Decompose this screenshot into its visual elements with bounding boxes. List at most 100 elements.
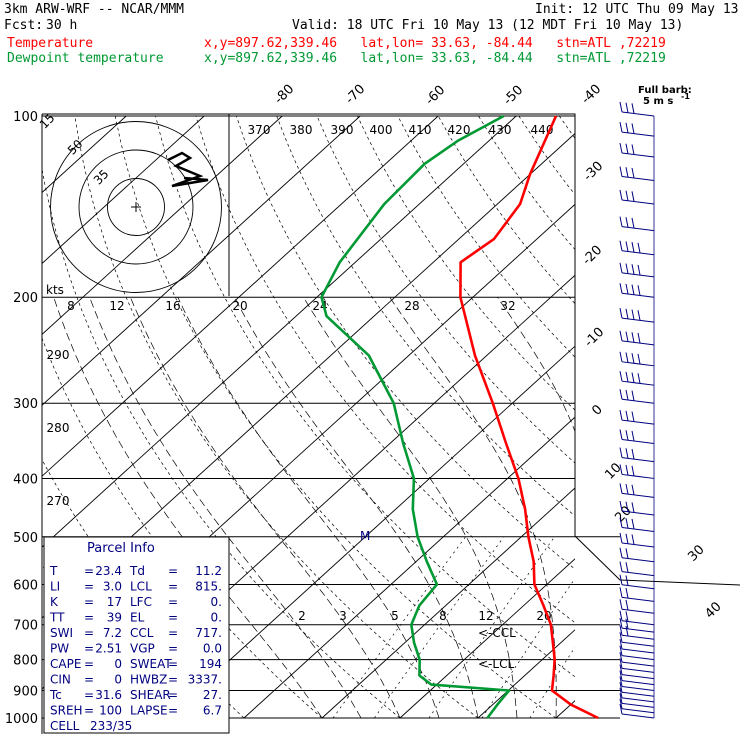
barb-flag: [631, 484, 635, 495]
barb-shaft: [621, 199, 655, 205]
barb-flag: [625, 430, 629, 441]
temperature-location: x,y=897.62,339.46 lat,lon= 33.63, -84.44…: [204, 36, 666, 51]
wind-barb: [619, 240, 655, 256]
mixing-ratio-line: [428, 536, 555, 719]
isotherm-line: [42, 115, 439, 477]
wind-barb: [619, 676, 655, 691]
isotherm-line: [42, 115, 205, 265]
isotherm-label: -70: [343, 82, 369, 108]
barb-shaft: [621, 627, 655, 633]
dry-adiabat: [195, 115, 575, 624]
barb-flag: [631, 284, 635, 295]
parcel-equals: =: [84, 611, 94, 625]
pressure-label-100: 100: [13, 110, 38, 125]
barb-flag: [619, 652, 623, 663]
barb-flag: [625, 217, 629, 228]
parcel-equals: =: [168, 642, 178, 656]
parcel-value: 100: [99, 704, 122, 718]
pressure-label-900: 900: [13, 684, 38, 699]
barb-shaft: [621, 584, 655, 590]
barb-flag: [631, 390, 635, 401]
wind-barb: [619, 682, 655, 697]
dry-adiabat: [559, 115, 575, 139]
barb-flag: [625, 167, 629, 178]
barb-flag: [625, 331, 629, 342]
parcel-equals: =: [168, 564, 178, 578]
parcel-key: LI: [50, 580, 60, 594]
moist-adiabat: [673, 297, 740, 718]
barb-flag: [625, 143, 629, 154]
mixing-ratio-label: 5: [391, 609, 399, 623]
parcel-value: 717.: [195, 626, 222, 640]
barb-flag: [625, 625, 629, 637]
mixing-ratio-line: [332, 536, 466, 719]
mixing-ratio-label: 12: [478, 609, 493, 623]
barb-shaft: [621, 292, 655, 298]
hodograph-ring: [50, 121, 222, 293]
mixing-ratio-line: [481, 577, 575, 719]
barb-shaft: [621, 702, 655, 708]
moist-adiabat: [303, 297, 518, 719]
barb-shaft: [621, 510, 655, 516]
isotherm-label: -20: [580, 243, 606, 269]
mixing-ratio-label: 32: [500, 299, 515, 313]
isotherm-line: [712, 116, 740, 718]
parcel-key: VGP: [130, 642, 155, 656]
barb-flag: [631, 144, 635, 155]
hodograph-units: kts: [46, 283, 64, 297]
dewpoint-location: x,y=897.62,339.46 lat,lon= 33.63, -84.44…: [204, 51, 666, 66]
parcel-value: 3.0: [103, 580, 122, 594]
parcel-key: PW: [50, 642, 69, 656]
parcel-equals: =: [84, 580, 94, 594]
barb-flag: [619, 308, 623, 319]
plot-frame: [42, 113, 576, 536]
barb-shaft: [621, 439, 655, 445]
barb-flag: [631, 430, 635, 442]
parcel-key: Tc: [49, 688, 62, 702]
barb-flag: [619, 166, 623, 177]
parcel-value: 0.: [211, 595, 222, 609]
barb-flag: [631, 264, 635, 275]
isotherm-line: [42, 115, 283, 335]
parcel-key: SREH: [50, 704, 83, 718]
barb-shaft: [621, 473, 655, 479]
wind-barb: [619, 517, 655, 532]
wind-barb: [619, 166, 655, 182]
barb-flag: [631, 167, 635, 179]
barb-flag: [625, 587, 629, 599]
pressure-label-200: 200: [13, 291, 38, 306]
full-barb-exponent: -1: [681, 92, 690, 101]
parcel-title: Parcel Info: [87, 541, 155, 556]
barb-flag: [631, 411, 635, 422]
wind-barb: [619, 389, 655, 404]
barb-shaft: [621, 608, 655, 614]
barb-shaft: [621, 680, 655, 686]
wind-barb: [619, 638, 655, 654]
pressure-label-600: 600: [13, 578, 38, 593]
wind-barb: [619, 351, 655, 367]
barb-flag: [619, 447, 623, 458]
wind-barb: [619, 687, 655, 703]
frame-diagonal: [574, 535, 740, 586]
isotherm-label: -50: [501, 83, 527, 109]
wind-barb: [619, 664, 655, 680]
wind-barb: [619, 658, 655, 673]
barb-flag: [625, 283, 629, 295]
barb-flag: [619, 122, 623, 133]
theta-label: 400: [370, 123, 393, 137]
barb-flag: [619, 625, 623, 636]
temperature-legend-label: Temperature: [7, 36, 94, 51]
barb-flag: [619, 517, 623, 528]
valid-time: Valid: 18 UTC Fri 10 May 13 (12 MDT Fri …: [292, 18, 684, 33]
level-annotation: <-LCL: [478, 657, 514, 671]
barb-shaft: [621, 648, 655, 654]
parcel-equals: =: [84, 657, 94, 671]
wind-barb: [619, 532, 655, 548]
parcel-value: 31.6: [95, 688, 122, 702]
barb-flag: [619, 682, 623, 693]
barb-flag: [625, 548, 629, 559]
barb-flag: [619, 632, 623, 643]
parcel-value: 194: [199, 657, 222, 671]
barb-flag: [619, 283, 623, 294]
barb-shaft: [621, 419, 655, 425]
